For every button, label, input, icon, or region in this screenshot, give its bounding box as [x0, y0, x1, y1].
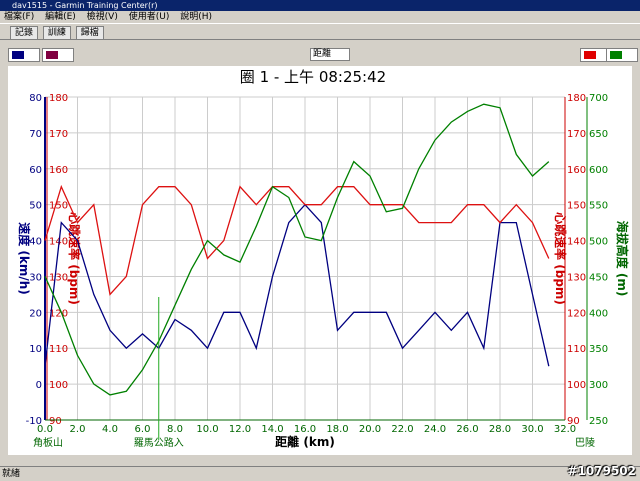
x-tick-label: 20.0 [359, 424, 381, 435]
y2-tick-label: 600 [589, 165, 608, 176]
x-tick-label: 10.0 [196, 424, 218, 435]
x-tick-label: 0.0 [37, 424, 53, 435]
annotation: 角板山 [33, 436, 63, 449]
toolbar: 記錄 訓練 歸檔 [0, 23, 640, 40]
x-tick-label: 24.0 [424, 424, 446, 435]
y-tick-label: -10 [26, 416, 42, 427]
series-line [44, 203, 550, 367]
y-tick-label: 80 [29, 93, 42, 104]
y3-tick-label-right: 160 [567, 165, 586, 176]
title-bar: dav1515 - Garmin Training Center(r) [0, 0, 640, 11]
y2-tick-label: 450 [589, 272, 608, 283]
toolbar-button[interactable]: 記錄 [10, 26, 39, 40]
color-picker[interactable] [8, 48, 40, 62]
x-select[interactable]: 距離 [310, 48, 350, 61]
x-tick-label: 6.0 [135, 424, 151, 435]
y3-tick-label-right: 150 [567, 201, 586, 212]
annotation: 巴陵 [575, 437, 595, 449]
y-tick-label: 50 [29, 201, 42, 212]
menu-item[interactable]: 說明(H) [180, 12, 213, 22]
y2-tick-label: 250 [589, 416, 608, 427]
window-title: dav1515 - Garmin Training Center(r) [12, 1, 158, 10]
y2-tick-label: 300 [589, 380, 608, 391]
y3-tick-label: 180 [49, 93, 68, 104]
y3-tick-label: 150 [49, 201, 68, 212]
x-tick-label: 8.0 [167, 424, 183, 435]
chart: 圈 1 - 上午 08:25:42 0.0 2.0 4.0 6.0 8.0 10.0 12.… [17, 68, 630, 449]
y3-tick-label: 120 [49, 308, 68, 319]
series-line [44, 184, 550, 296]
x-tick-label: 14.0 [261, 424, 283, 435]
y3-tick-label: 110 [49, 344, 68, 355]
chart-toolbar: 距離 [0, 42, 640, 66]
menu-bar: 檔案(F) 編輯(E) 檢視(V) 使用者(U) 說明(H) [0, 11, 640, 23]
x-axis-title: 距離 (km) [275, 434, 335, 449]
y3-tick-label-right: 90 [567, 416, 580, 427]
y3-axis-title-right: 心跳速率 (bpm) [553, 212, 568, 305]
series-line [44, 103, 550, 396]
y3-tick-label: 160 [49, 165, 68, 176]
chart-title: 圈 1 - 上午 08:25:42 [240, 68, 386, 86]
y3-tick-label: 170 [49, 129, 68, 140]
color-picker[interactable] [606, 48, 638, 62]
x-tick-label: 16.0 [294, 424, 316, 435]
x-tick-label: 28.0 [489, 424, 511, 435]
y3-tick-label: 100 [49, 380, 68, 391]
y2-tick-label: 650 [589, 129, 608, 140]
menu-item[interactable]: 檔案(F) [4, 12, 35, 22]
x-tick-label: 4.0 [102, 424, 118, 435]
y-tick-label: 70 [29, 129, 42, 140]
y2-tick-label: 550 [589, 201, 608, 212]
color-picker[interactable] [42, 48, 74, 62]
x-tick-label: 30.0 [521, 424, 543, 435]
y2-axis-title: 海拔高度 (m) [615, 221, 630, 297]
y3-tick-label-right: 140 [567, 237, 586, 248]
x-tick-label: 2.0 [70, 424, 86, 435]
x-tick-label: 32.0 [554, 424, 576, 435]
y3-tick-label-right: 180 [567, 93, 586, 104]
y2-tick-label: 350 [589, 344, 608, 355]
x-tick-label: 26.0 [456, 424, 478, 435]
annotation: 羅馬公路入 [134, 436, 184, 449]
y3-axis-title: 心跳速率 (bpm) [67, 212, 82, 305]
y2-tick-label: 700 [589, 93, 608, 104]
y3-tick-label-right: 100 [567, 380, 586, 391]
watermark: #1079502 [567, 464, 636, 478]
toolbar-button[interactable]: 訓練 [42, 26, 71, 40]
toolbar-button[interactable]: 歸檔 [75, 26, 104, 40]
y3-tick-label: 90 [49, 416, 62, 427]
y-axis-title: 速度 (km/h) [17, 222, 32, 295]
y-tick-label: 30 [29, 272, 42, 283]
y-tick-label: 60 [29, 165, 42, 176]
y3-tick-label-right: 130 [567, 272, 586, 283]
y3-tick-label: 130 [49, 272, 68, 283]
y-tick-label: 10 [29, 344, 42, 355]
y2-tick-label: 400 [589, 308, 608, 319]
y-tick-label: 0 [36, 380, 42, 391]
y-tick-label: 20 [29, 308, 42, 319]
status-text: 就緒 [2, 469, 21, 479]
chart-panel: 圈 1 - 上午 08:25:42 0.0 2.0 4.0 6.0 8.0 10.0 12.… [8, 66, 632, 455]
menu-item[interactable]: 檢視(V) [86, 12, 118, 22]
x-tick-label: 22.0 [391, 424, 413, 435]
status-bar: 就緒 [0, 466, 640, 480]
x-tick-label: 12.0 [229, 424, 251, 435]
menu-item[interactable]: 編輯(E) [45, 12, 76, 22]
y-tick-label: 40 [29, 237, 42, 248]
y3-tick-label-right: 170 [567, 129, 586, 140]
y2-tick-label: 500 [589, 237, 608, 248]
menu-item[interactable]: 使用者(U) [128, 12, 170, 22]
y3-tick-label-right: 110 [567, 344, 586, 355]
y3-tick-label-right: 120 [567, 308, 586, 319]
x-tick-label: 18.0 [326, 424, 348, 435]
